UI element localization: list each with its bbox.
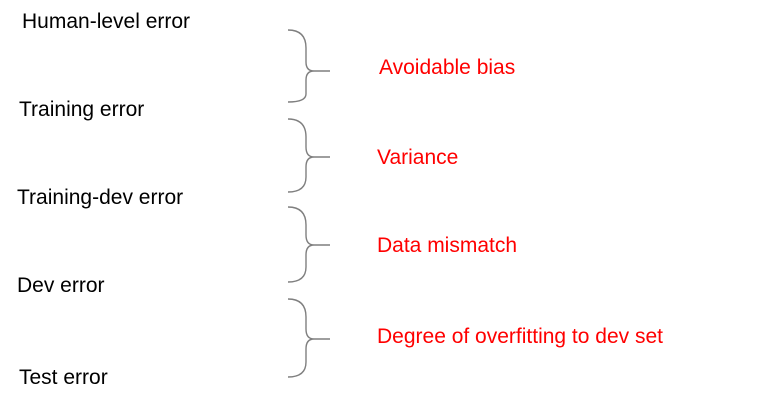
brace-overfitting bbox=[287, 298, 330, 378]
brace-variance bbox=[287, 118, 330, 193]
level-training-dev-error: Training-dev error bbox=[17, 186, 184, 209]
level-dev-error: Dev error bbox=[17, 274, 105, 297]
brace-avoidable-bias bbox=[287, 29, 330, 103]
level-test-error: Test error bbox=[19, 366, 108, 389]
gap-overfitting-dev-set: Degree of overfitting to dev set bbox=[377, 325, 663, 348]
brace-data-mismatch bbox=[287, 206, 330, 283]
level-human-error: Human-level error bbox=[22, 10, 191, 33]
gap-data-mismatch: Data mismatch bbox=[377, 234, 518, 257]
gap-avoidable-bias: Avoidable bias bbox=[379, 56, 516, 79]
level-training-error: Training error bbox=[19, 98, 145, 121]
gap-variance: Variance bbox=[377, 146, 459, 169]
